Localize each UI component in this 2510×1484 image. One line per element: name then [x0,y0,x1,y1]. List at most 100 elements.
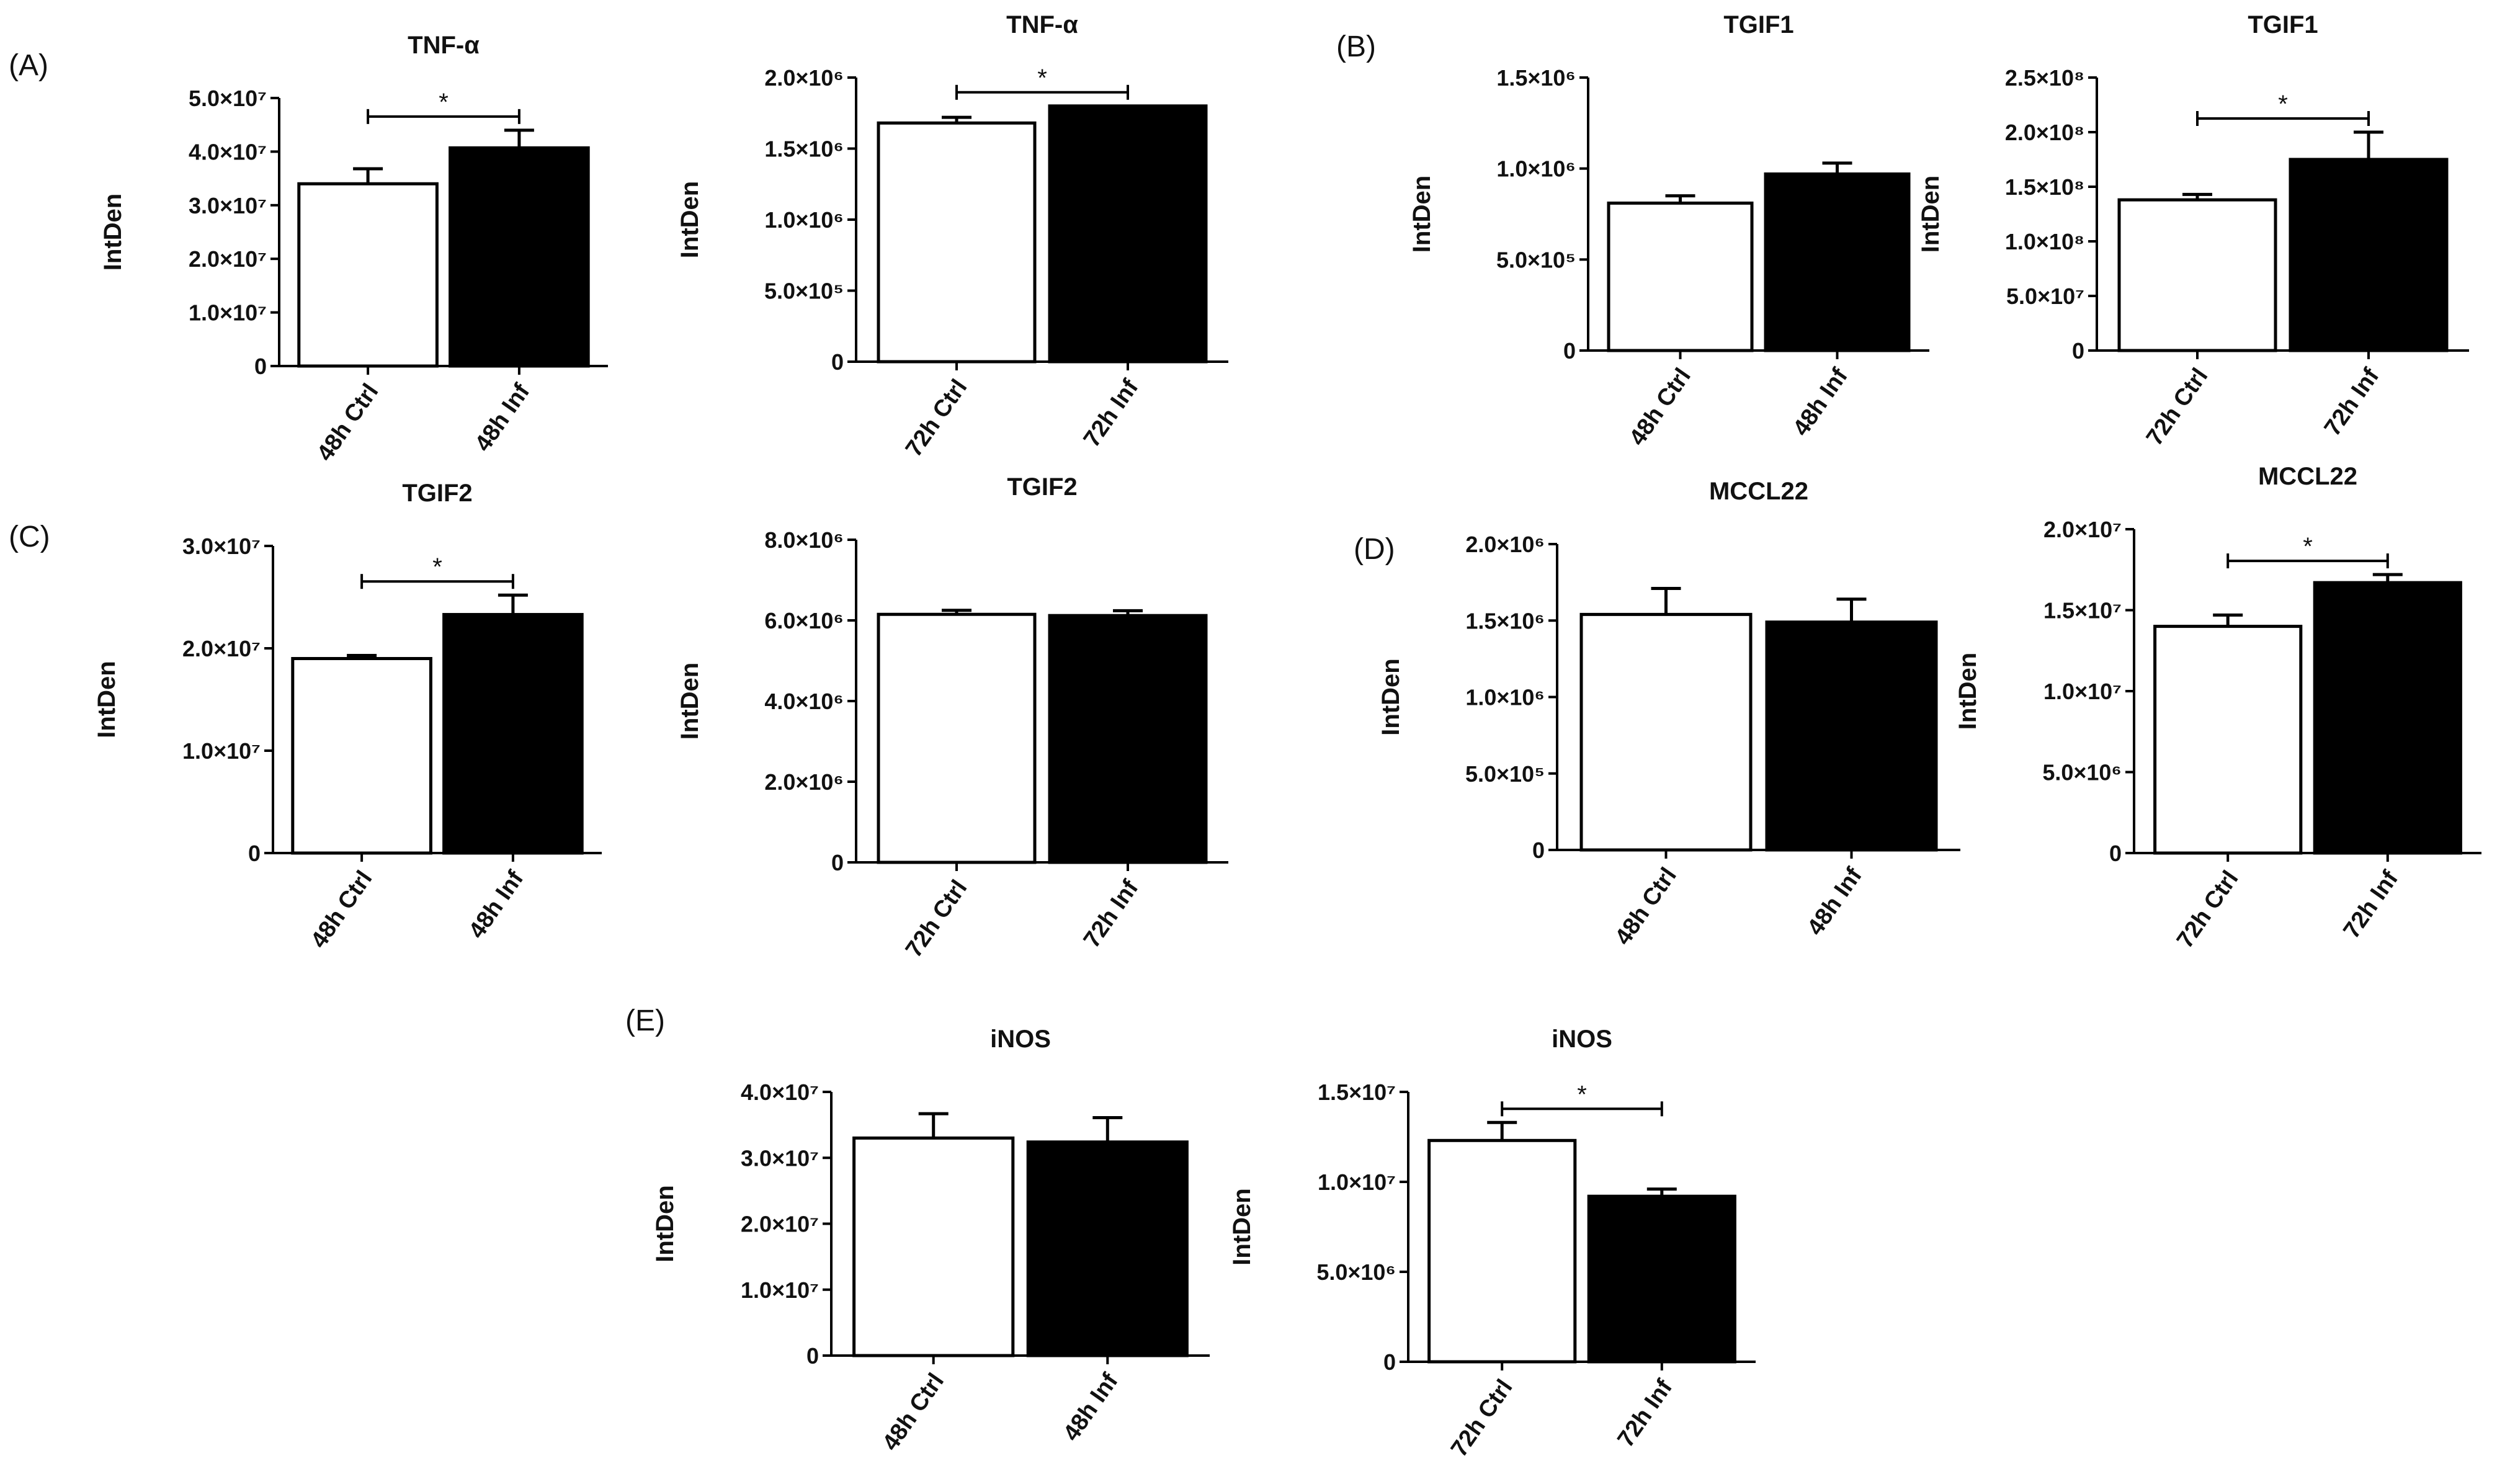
chart-8: MCCL22 0 5.0×10⁶ 1.0×10⁷ 1.5×10⁷ 2.0×10⁷ IntDe… [1954,463,2481,953]
x-category-label: 72h Inf [1079,875,1144,953]
panel-label-c: (C) [9,521,50,553]
bar-inf [1026,1140,1189,1357]
significance-star: * [1577,1081,1587,1108]
x-category-label: 72h Ctrl [2142,364,2213,450]
bar-ctrl [852,1136,1015,1357]
significance-star: * [1037,65,1047,92]
chart-title: iNOS [1552,1026,1612,1053]
y-tick-label: 5.0×10⁵ [1496,247,1576,272]
chart-title: TGIF1 [2248,11,2318,38]
y-tick-label: 4.0×10⁷ [741,1079,819,1105]
y-axis-label: IntDen [1377,658,1405,735]
bar-inf [442,613,584,855]
y-tick-label: 4.0×10⁶ [764,689,844,714]
y-tick-label: 1.0×10⁷ [741,1277,819,1303]
x-category-label: 72h Inf [1079,375,1144,452]
y-tick-label: 8.0×10⁶ [764,527,844,553]
x-category-label: 48h Ctrl [878,1369,950,1455]
y-tick-label: 1.0×10⁷ [182,738,261,764]
y-tick-label: 0 [248,841,261,866]
x-category-label: 48h Inf [464,866,529,944]
chart-title: TNF-α [1006,11,1078,38]
bar-ctrl [877,612,1037,864]
y-tick-label: 0 [831,850,844,875]
x-category-label: 72h Inf [1613,1375,1678,1452]
chart-10: iNOS 0 5.0×10⁶ 1.0×10⁷ 1.5×10⁷ IntDen 72h Ctrl… [1228,1026,1756,1462]
chart-1: TNF-α 0 1.0×10⁷ 2.0×10⁷ 3.0×10⁷ 4.0×10⁷ 5.0×10… [99,32,608,466]
y-tick-label: 2.0×10⁷ [741,1212,819,1237]
y-tick-label: 2.0×10⁷ [189,246,267,272]
y-tick-label: 2.5×10⁸ [2005,65,2084,91]
x-category-label: 48h Ctrl [306,866,378,953]
y-tick-label: 0 [831,349,844,375]
y-axis-label: IntDen [1917,176,1944,253]
panel-label-d: (D) [1354,533,1395,566]
y-tick-label: 5.0×10⁷ [2006,284,2084,309]
x-category-label: 72h Ctrl [2172,866,2244,953]
bar-ctrl [2153,625,2303,855]
y-tick-label: 1.5×10⁶ [764,136,844,162]
x-category-label: 48h Inf [1788,364,1853,441]
bar-inf [1764,172,1911,352]
bar-inf [2289,158,2449,352]
chart-title: TGIF2 [1007,473,1077,501]
y-tick-label: 2.0×10⁷ [2043,517,2122,542]
chart-title: MCCL22 [1709,478,1808,505]
y-tick-label: 1.0×10⁸ [2005,229,2084,254]
y-tick-label: 1.5×10⁶ [1496,65,1576,91]
y-tick-label: 1.0×10⁷ [1318,1169,1396,1195]
bar-inf [1765,620,1938,852]
bar-inf [1587,1194,1736,1364]
bar-ctrl [1427,1138,1577,1364]
x-category-label: 72h Ctrl [901,875,973,962]
y-tick-label: 5.0×10⁶ [2042,760,2122,785]
chart-7: MCCL22 0 5.0×10⁵ 1.0×10⁶ 1.5×10⁶ 2.0×10⁶ IntDe… [1377,478,1960,950]
y-tick-label: 5.0×10⁵ [764,279,844,304]
y-tick-label: 0 [254,354,267,379]
bar-ctrl [291,657,432,855]
y-axis-label: IntDen [676,663,703,740]
x-category-label: 72h Inf [2339,866,2404,944]
x-category-label: 72h Ctrl [1446,1375,1518,1462]
chart-2: TNF-α 0 5.0×10⁵ 1.0×10⁶ 1.5×10⁶ 2.0×10⁶ IntDen… [676,11,1228,462]
chart-6: TGIF2 0 2.0×10⁶ 4.0×10⁶ 6.0×10⁶ 8.0×10⁶ IntDen… [676,473,1228,962]
y-axis-label: IntDen [99,194,127,270]
y-tick-label: 1.5×10⁶ [1465,608,1545,633]
y-tick-label: 1.0×10⁷ [2043,679,2122,704]
chart-title: TGIF1 [1723,11,1793,38]
y-tick-label: 3.0×10⁷ [189,193,267,218]
chart-title: iNOS [990,1026,1051,1053]
significance-star: * [439,89,449,116]
significance-star: * [432,553,442,581]
y-tick-label: 6.0×10⁶ [764,608,844,633]
panel-label-a: (A) [9,49,48,82]
y-tick-label: 0 [2109,841,2122,866]
bar-ctrl [877,121,1037,364]
y-tick-label: 2.0×10⁸ [2005,120,2084,145]
bar-ctrl [2117,198,2277,352]
y-tick-label: 0 [1563,338,1576,364]
chart-5: TGIF2 0 1.0×10⁷ 2.0×10⁷ 3.0×10⁷ IntDen 48h Ctr… [93,480,602,953]
bar-ctrl [1579,612,1753,852]
y-tick-label: 2.0×10⁶ [764,769,844,795]
bar-ctrl [1607,201,1754,352]
y-tick-label: 0 [1383,1349,1396,1375]
y-tick-label: 4.0×10⁷ [189,139,267,164]
y-tick-label: 2.0×10⁶ [764,65,844,91]
y-axis-label: IntDen [1228,1188,1256,1265]
x-category-label: 48h Ctrl [1624,364,1696,450]
y-tick-label: 0 [2072,338,2084,364]
y-tick-label: 1.5×10⁷ [1318,1079,1396,1105]
x-category-label: 48h Inf [470,379,535,457]
y-tick-label: 5.0×10⁶ [1316,1259,1396,1285]
bar-ctrl [297,182,439,368]
bar-inf [1048,614,1208,864]
y-tick-label: 5.0×10⁷ [189,86,267,111]
y-axis-label: IntDen [93,661,120,738]
y-axis-label: IntDen [1408,176,1436,253]
chart-title: MCCL22 [2258,463,2357,490]
y-tick-label: 5.0×10⁵ [1465,761,1545,787]
bar-inf [449,146,590,368]
